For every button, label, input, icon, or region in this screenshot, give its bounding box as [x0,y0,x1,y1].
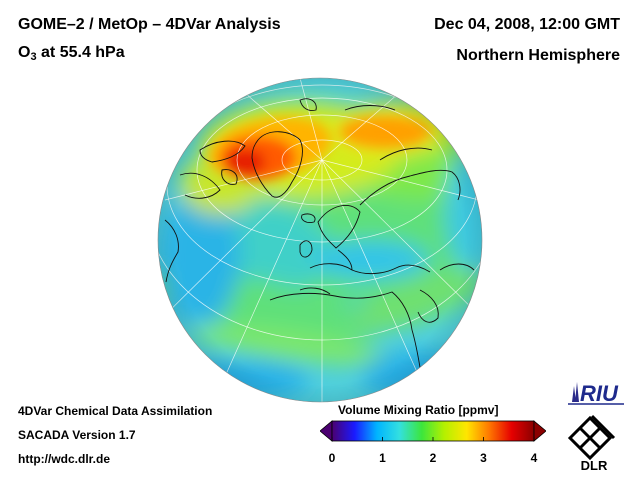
dlr-logo: DLR [567,414,616,473]
colorbar-under-arrow [320,420,333,442]
subtitle-subscript: 3 [30,51,37,63]
subtitle-rest: at 55.4 hPa [36,44,125,61]
map-region: Northern Hemisphere [456,47,620,64]
map-title: GOME–2 / MetOp – 4DVar Analysis [18,16,281,33]
colorbar-tick-label: 0 [328,451,336,465]
colorbar-over-arrow [533,420,546,442]
footer-line-2: SACADA Version 1.7 [18,428,136,442]
colorbar-label: Volume Mixing Ratio [ppmv] [338,403,499,417]
dlr-logo-text: DLR [581,458,608,473]
colorbar-tick-label: 1 [379,451,386,465]
colorbar-tick-label: 4 [530,451,538,465]
footer-url: http://wdc.dlr.de [18,452,110,466]
colorbar-tick-label: 2 [429,451,437,465]
map-subtitle: O3 at 55.4 hPa [18,44,125,63]
footer-line-1: 4DVar Chemical Data Assimilation [18,404,213,418]
colorbar-tick-marks [331,437,535,441]
riu-logo-text: RIU [580,381,619,406]
ozone-field [158,78,482,402]
colorbar [320,420,546,442]
colorbar-tick-label: 3 [480,451,487,465]
subtitle-prefix: O [18,44,31,61]
map-date: Dec 04, 2008, 12:00 GMT [434,16,620,33]
riu-logo: RIU [568,381,624,406]
